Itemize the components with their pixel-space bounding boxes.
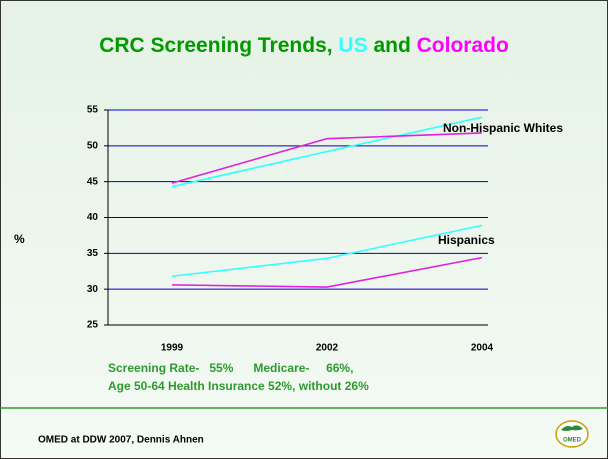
- y-tick-label: 30: [87, 284, 99, 295]
- note: Screening Rate- 55% Medicare- 66%,: [108, 361, 353, 375]
- y-tick-label: 45: [87, 176, 99, 187]
- title-part: US: [338, 34, 367, 57]
- y-tick-label: 55: [87, 105, 99, 116]
- logo: OMED: [555, 420, 589, 448]
- series-line: [171, 224, 483, 278]
- y-tick-label: 40: [87, 212, 99, 223]
- y-tick-label: 50: [87, 140, 99, 151]
- y-axis-label: %: [14, 232, 25, 246]
- logo-text: OMED: [563, 438, 582, 444]
- slide-title: CRC Screening Trends, US and Colorado: [99, 34, 509, 57]
- series-line: [171, 132, 483, 184]
- footer-text: OMED at DDW 2007, Dennis Ahnen: [38, 435, 204, 446]
- series-line: [171, 256, 483, 288]
- note: Age 50-64 Health Insurance 52%, without …: [108, 379, 369, 393]
- annotation: Non-Hispanic Whites: [443, 121, 563, 135]
- x-tick-label: 1999: [161, 343, 184, 354]
- title-part: CRC Screening Trends,: [99, 34, 338, 57]
- title-part: Colorado: [417, 34, 509, 57]
- annotation: Hispanics: [438, 233, 495, 247]
- x-tick-label: 2002: [316, 343, 339, 354]
- title-part: and: [368, 34, 417, 57]
- y-tick-label: 35: [87, 248, 99, 259]
- y-tick-label: 25: [87, 320, 99, 331]
- logo-icon: [561, 425, 583, 431]
- x-tick-label: 2004: [471, 343, 494, 354]
- series-line: [171, 116, 483, 188]
